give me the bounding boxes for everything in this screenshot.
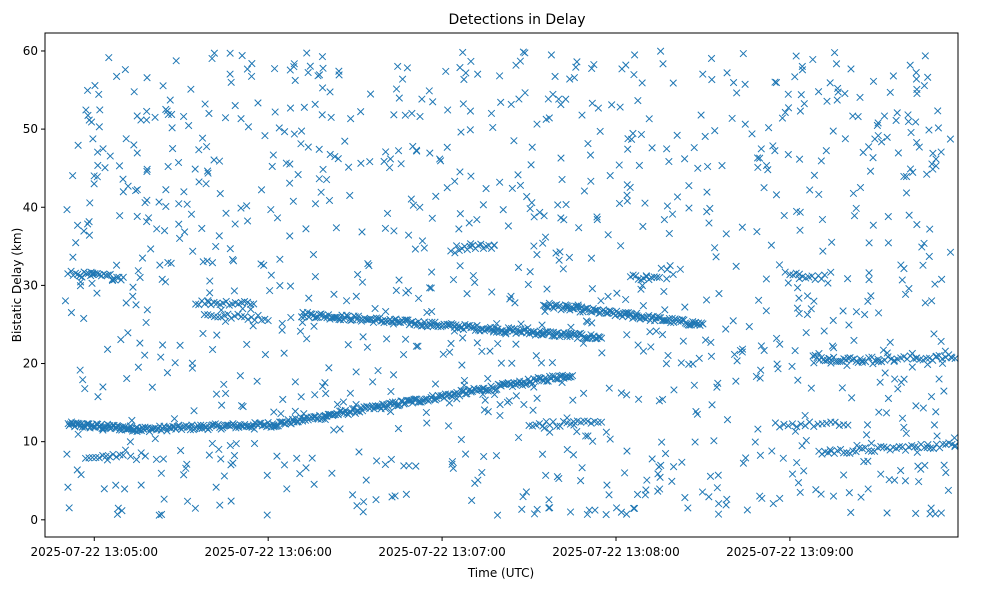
x-tick-label: 2025-07-22 13:06:00 [204, 545, 331, 559]
y-tick-label: 0 [30, 513, 38, 527]
y-tick-label: 50 [23, 122, 38, 136]
y-tick-label: 10 [23, 435, 38, 449]
y-axis-label: Bistatic Delay (km) [10, 228, 24, 343]
x-tick-label: 2025-07-22 13:05:00 [31, 545, 158, 559]
x-tick-label: 2025-07-22 13:07:00 [378, 545, 505, 559]
y-tick-label: 40 [23, 200, 38, 214]
x-axis-label: Time (UTC) [467, 566, 534, 580]
x-tick-label: 2025-07-22 13:09:00 [726, 545, 853, 559]
y-tick-label: 20 [23, 357, 38, 371]
y-tick-label: 60 [23, 44, 38, 58]
y-tick-label: 30 [23, 278, 38, 292]
chart-title: Detections in Delay [448, 12, 585, 28]
x-tick-label: 2025-07-22 13:08:00 [552, 545, 679, 559]
